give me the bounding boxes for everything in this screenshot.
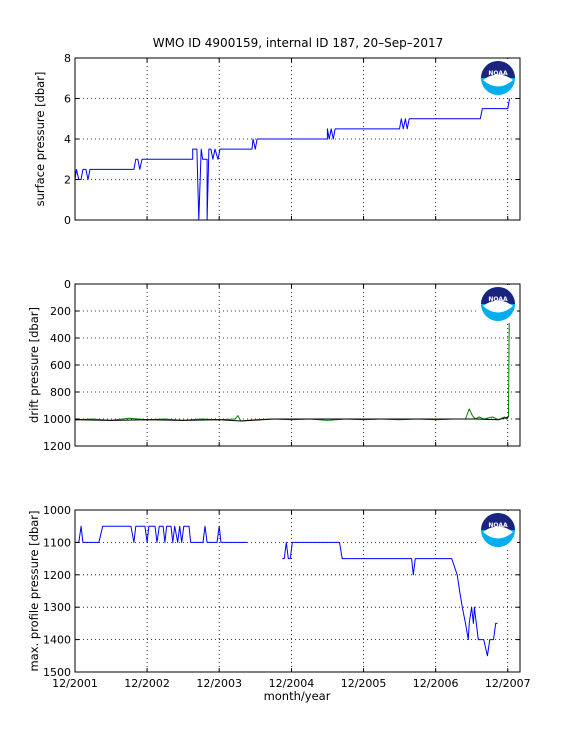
- y-tick-label: 1000: [43, 413, 71, 426]
- y-tick-label: 800: [50, 386, 71, 399]
- y-tick-label: 1100: [43, 536, 71, 549]
- series-surface: [74, 98, 510, 221]
- series-line: [75, 525, 247, 543]
- x-tick-label: 12/2006: [413, 677, 459, 690]
- y-tick-label: 0: [64, 278, 71, 291]
- noaa-logo-drift: NOAA: [479, 285, 517, 323]
- y-axis-label-max-profile: max. profile pressure [dbar]: [27, 510, 41, 671]
- y-tick-label: 1200: [43, 569, 71, 582]
- y-tick-label: 1400: [43, 634, 71, 647]
- y-ticks-max-profile: 1000 1100 1200 1300 1400 1500: [43, 504, 520, 679]
- series-line: [74, 416, 509, 422]
- logo-upper-half: [481, 61, 515, 78]
- x-tick-label: 12/2007: [485, 677, 531, 690]
- y-axis-label-surface: surface pressure [dbar]: [33, 72, 47, 207]
- y-tick-label: 600: [50, 359, 71, 372]
- axes-box-drift: [74, 283, 521, 447]
- series-line: [282, 541, 498, 657]
- x-tick-label: 12/2005: [341, 677, 387, 690]
- y-tick-label: 1000: [43, 504, 71, 517]
- logo-text: NOAA: [488, 522, 508, 529]
- y-axis-label-drift: drift pressure [dbar]: [27, 307, 41, 423]
- x-axis-label: month/year: [264, 689, 331, 703]
- panel-max-profile-pressure: 1000 1100 1200 1300 1400 1500 NOAA max. profi…: [27, 504, 521, 679]
- y-tick-label: 200: [50, 305, 71, 318]
- grid-max-profile: [75, 510, 520, 672]
- plot-area-max-profile: [75, 510, 520, 672]
- x-tick-label: 12/2002: [124, 677, 170, 690]
- x-tick-label: 12/2003: [196, 677, 242, 690]
- y-tick-label: 6: [64, 93, 71, 106]
- panel-surface-pressure: 0 2 4 6 8 NOAA surface pressure [dbar]: [33, 52, 521, 227]
- logo-upper-half: [481, 513, 515, 530]
- y-tick-label: 1300: [43, 601, 71, 614]
- noaa-logo-surface: NOAA: [479, 59, 517, 97]
- series-max-profile: [75, 525, 498, 657]
- axes-box-max-profile: [74, 509, 521, 673]
- logo-text: NOAA: [488, 70, 508, 77]
- panel-drift-pressure: 0 200 400 600 800 1000 1200 NOAA drift pressur…: [27, 278, 521, 453]
- series-line: [74, 98, 510, 221]
- x-tick-labels: 12/2001 12/2002 12/2003 12/2004 12/2005 12/20…: [52, 677, 530, 690]
- figure-title: WMO ID 4900159, internal ID 187, 20–Sep–…: [153, 36, 444, 50]
- y-tick-label: 1200: [43, 440, 71, 453]
- logo-upper-half: [481, 287, 515, 304]
- noaa-logo-max-profile: NOAA: [479, 511, 517, 549]
- y-tick-label: 4: [64, 133, 71, 146]
- x-tick-label: 12/2001: [52, 677, 98, 690]
- logo-bird: [483, 526, 513, 539]
- plot-area-drift: [75, 284, 520, 446]
- logo-bird: [483, 74, 513, 87]
- logo-text: NOAA: [488, 296, 508, 303]
- y-ticks-surface: 0 2 4 6 8: [64, 52, 520, 227]
- x-tick-label: 12/2004: [269, 677, 315, 690]
- y-tick-label: 1500: [43, 666, 71, 679]
- series-drift: [74, 283, 510, 422]
- y-tick-label: 2: [64, 174, 71, 187]
- axes-box-surface: [74, 57, 521, 221]
- logo-bird: [483, 300, 513, 313]
- y-ticks-drift: 0 200 400 600 800 1000 1200: [43, 278, 520, 453]
- grid-drift: [75, 284, 520, 446]
- y-tick-label: 8: [64, 52, 71, 65]
- y-tick-label: 0: [64, 214, 71, 227]
- y-tick-label: 400: [50, 332, 71, 345]
